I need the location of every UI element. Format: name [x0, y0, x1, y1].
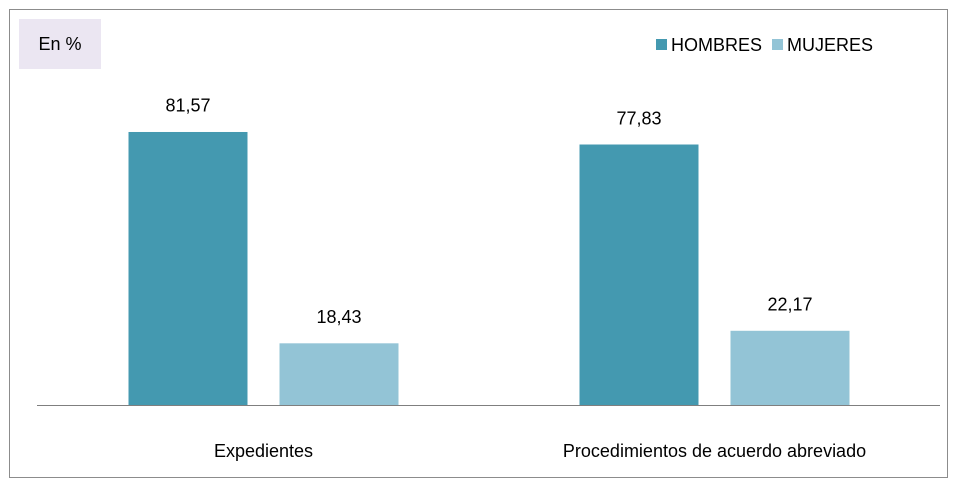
bar — [128, 131, 248, 405]
value-label: 81,57 — [165, 96, 210, 116]
value-label: 22,17 — [767, 295, 812, 315]
x-tick-label: Procedimientos de acuerdo abreviado — [563, 441, 866, 461]
legend-label: HOMBRES — [671, 35, 762, 55]
legend-swatch — [772, 39, 784, 50]
value-label: 18,43 — [316, 307, 361, 327]
unit-label: En % — [38, 34, 81, 54]
x-tick-label: Expedientes — [214, 441, 313, 461]
legend-swatch — [656, 39, 667, 50]
bar — [279, 343, 399, 405]
unit-box — [19, 19, 101, 69]
bar — [730, 330, 850, 405]
value-label: 77,83 — [616, 108, 661, 128]
legend-label: MUJERES — [787, 35, 873, 55]
bar — [579, 144, 699, 405]
